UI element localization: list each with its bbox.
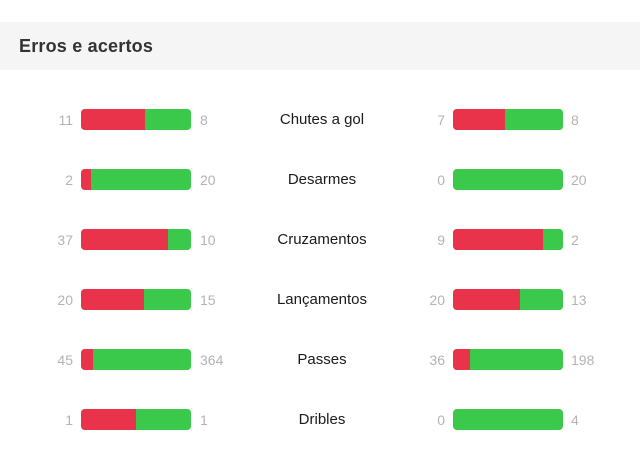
home-errors-value: 45 <box>57 352 73 368</box>
away-errors-value: 36 <box>429 352 445 368</box>
away-ratio-bar <box>453 289 563 310</box>
home-errors-value: 37 <box>57 232 73 248</box>
home-success-segment <box>143 289 191 310</box>
home-errors-value: 1 <box>65 412 73 428</box>
home-success-segment <box>167 229 191 250</box>
home-successes-value: 20 <box>200 172 216 188</box>
home-successes-value: 10 <box>200 232 216 248</box>
stat-label: Cruzamentos <box>277 231 367 248</box>
away-successes-value: 8 <box>571 112 579 128</box>
stat-label: Dribles <box>298 411 346 428</box>
home-success-segment <box>90 169 191 190</box>
away-success-segment <box>453 409 563 430</box>
away-success-segment <box>520 289 563 310</box>
home-ratio-bar <box>81 409 191 430</box>
away-ratio-bar <box>453 229 563 250</box>
home-successes-value: 8 <box>200 112 208 128</box>
home-success-segment <box>136 409 191 430</box>
away-successes-value: 2 <box>571 232 579 248</box>
away-successes-value: 198 <box>571 352 595 368</box>
home-error-segment <box>81 169 91 190</box>
home-ratio-bar <box>81 289 191 310</box>
home-success-segment <box>93 349 191 370</box>
home-errors-value: 11 <box>58 112 73 128</box>
panel-title: Erros e acertos <box>19 36 154 56</box>
home-ratio-bar <box>81 229 191 250</box>
panel-header: Erros e acertos <box>0 22 640 70</box>
stat-row-chutes-a-gol: 11 8 Chutes a gol 7 8 <box>0 109 640 131</box>
away-ratio-bar <box>453 349 563 370</box>
away-success-segment <box>469 349 563 370</box>
away-error-segment <box>453 109 505 130</box>
stat-row-lancamentos: 20 15 Lançamentos 20 13 <box>0 289 640 311</box>
away-errors-value: 7 <box>437 112 445 128</box>
away-ratio-bar <box>453 109 563 130</box>
home-successes-value: 364 <box>200 352 224 368</box>
home-errors-value: 2 <box>65 172 73 188</box>
away-errors-value: 9 <box>437 232 445 248</box>
stat-label: Passes <box>297 351 347 368</box>
home-error-segment <box>81 109 145 130</box>
home-ratio-bar <box>81 109 191 130</box>
home-errors-value: 20 <box>57 292 73 308</box>
stat-row-cruzamentos: 37 10 Cruzamentos 9 2 <box>0 229 640 251</box>
away-error-segment <box>453 229 544 250</box>
away-error-segment <box>453 289 521 310</box>
home-error-segment <box>81 409 136 430</box>
away-errors-value: 0 <box>437 412 445 428</box>
stat-row-passes: 45 364 Passes 36 198 <box>0 349 640 371</box>
away-errors-value: 20 <box>429 292 445 308</box>
home-successes-value: 15 <box>200 292 216 308</box>
home-error-segment <box>81 289 144 310</box>
away-success-segment <box>453 169 563 190</box>
away-ratio-bar <box>453 169 563 190</box>
home-success-segment <box>144 109 191 130</box>
home-error-segment <box>81 349 94 370</box>
home-ratio-bar <box>81 349 191 370</box>
away-successes-value: 13 <box>571 292 587 308</box>
stat-row-dribles: 1 1 Dribles 0 4 <box>0 409 640 431</box>
away-errors-value: 0 <box>437 172 445 188</box>
stat-row-desarmes: 2 20 Desarmes 0 20 <box>0 169 640 191</box>
home-ratio-bar <box>81 169 191 190</box>
away-ratio-bar <box>453 409 563 430</box>
away-successes-value: 20 <box>571 172 587 188</box>
stat-label: Chutes a gol <box>279 111 365 128</box>
stat-label: Desarmes <box>287 171 357 188</box>
away-error-segment <box>453 349 470 370</box>
away-success-segment <box>504 109 563 130</box>
stat-label: Lançamentos <box>276 291 368 308</box>
home-successes-value: 1 <box>200 412 208 428</box>
away-successes-value: 4 <box>571 412 579 428</box>
home-error-segment <box>81 229 168 250</box>
away-success-segment <box>543 229 563 250</box>
